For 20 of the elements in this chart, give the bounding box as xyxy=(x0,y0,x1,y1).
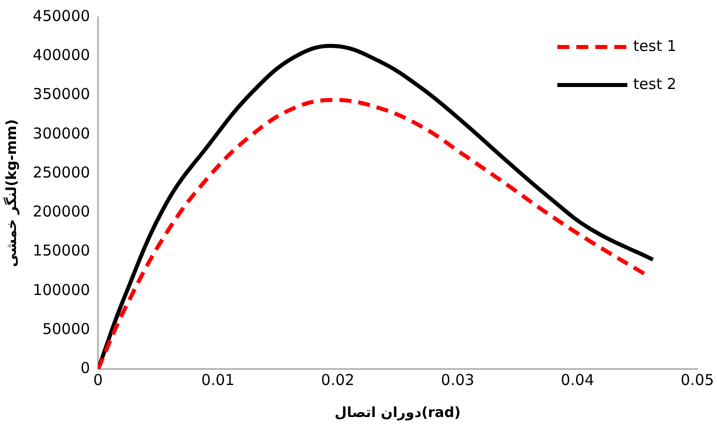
y-tick-label: 200000 xyxy=(32,202,90,221)
y-axis-title: لنگر خمشی(kg-mm) xyxy=(3,119,20,267)
y-tick-label: 450000 xyxy=(32,6,90,25)
legend-label: test 2 xyxy=(633,74,676,93)
y-tick-label: 300000 xyxy=(32,124,90,142)
y-tick-label: 100000 xyxy=(32,280,90,299)
x-axis-title: دوران اتصال(rad) xyxy=(334,405,461,422)
x-tick-label: 0.04 xyxy=(560,371,594,390)
y-tick-label: 50000 xyxy=(42,320,90,338)
x-tick-label: 0.02 xyxy=(321,371,354,390)
x-tick-label: 0 xyxy=(93,371,103,390)
y-tick-label: 150000 xyxy=(32,242,90,260)
x-tick-label: 0.05 xyxy=(680,371,714,390)
legend-label: test 1 xyxy=(633,36,676,55)
y-tick-label: 350000 xyxy=(32,85,90,104)
y-tick-label: 400000 xyxy=(32,46,90,64)
x-tick-label: 0.01 xyxy=(201,371,235,390)
y-tick-label: 0 xyxy=(80,359,90,378)
y-tick-label: 250000 xyxy=(32,163,90,182)
x-tick-label: 0.03 xyxy=(440,371,474,390)
